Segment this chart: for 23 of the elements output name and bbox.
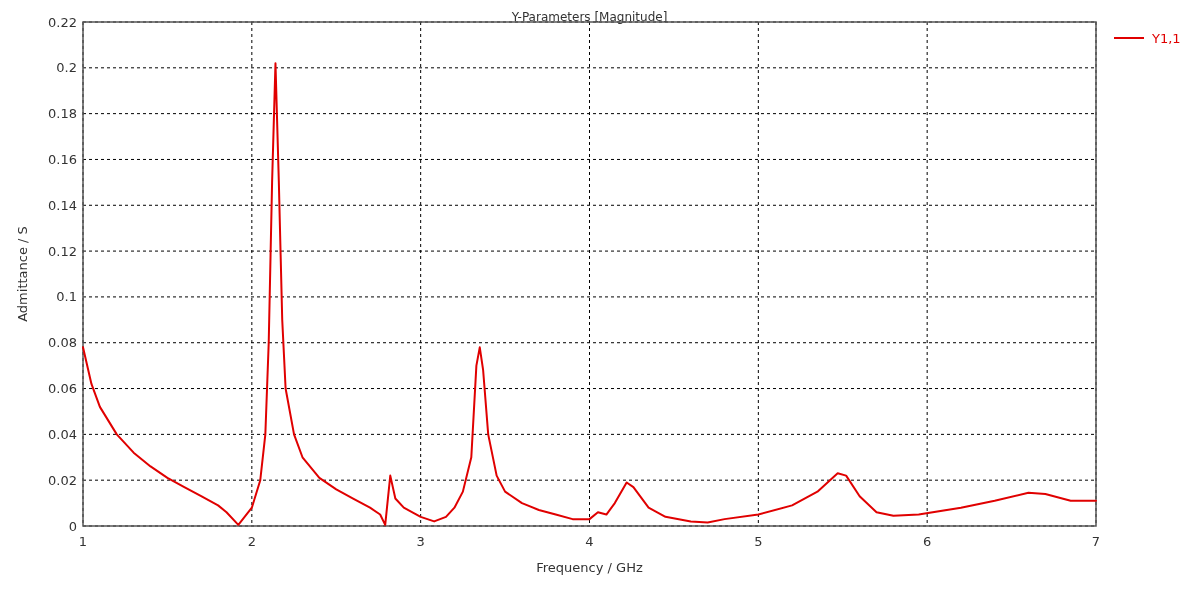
x-tick-label: 3: [416, 534, 425, 549]
y-tick-label: 0.18: [48, 106, 77, 122]
y-tick-label: 0.2: [56, 60, 77, 76]
y-tick-label: 0.08: [48, 335, 77, 351]
x-tick-label: 1: [78, 534, 88, 549]
y-tick-label: 0.22: [48, 14, 77, 30]
y-axis-title: Admittance / S: [15, 226, 30, 322]
y-tick-label: 0.02: [48, 472, 77, 488]
y-tick-label: 0.1: [56, 289, 77, 305]
legend-label: Y1,1: [1151, 30, 1181, 46]
y-tick-label: 0: [68, 518, 77, 534]
x-tick-label: 2: [247, 534, 256, 549]
x-tick-label: 6: [923, 534, 932, 549]
y-tick-label: 0.06: [48, 381, 77, 397]
chart-title: Y-Parameters [Magnitude]: [510, 10, 668, 24]
x-tick-label: 4: [585, 534, 594, 549]
x-tick-label: 7: [1091, 534, 1101, 549]
y-tick-label: 0.16: [48, 152, 77, 167]
y-tick-label: 0.12: [48, 243, 77, 259]
y-tick-label: 0.04: [48, 426, 77, 442]
x-axis-title: Frequency / GHz: [536, 560, 643, 575]
y-tick-label: 0.14: [48, 197, 77, 213]
x-tick-label: 5: [754, 534, 763, 549]
